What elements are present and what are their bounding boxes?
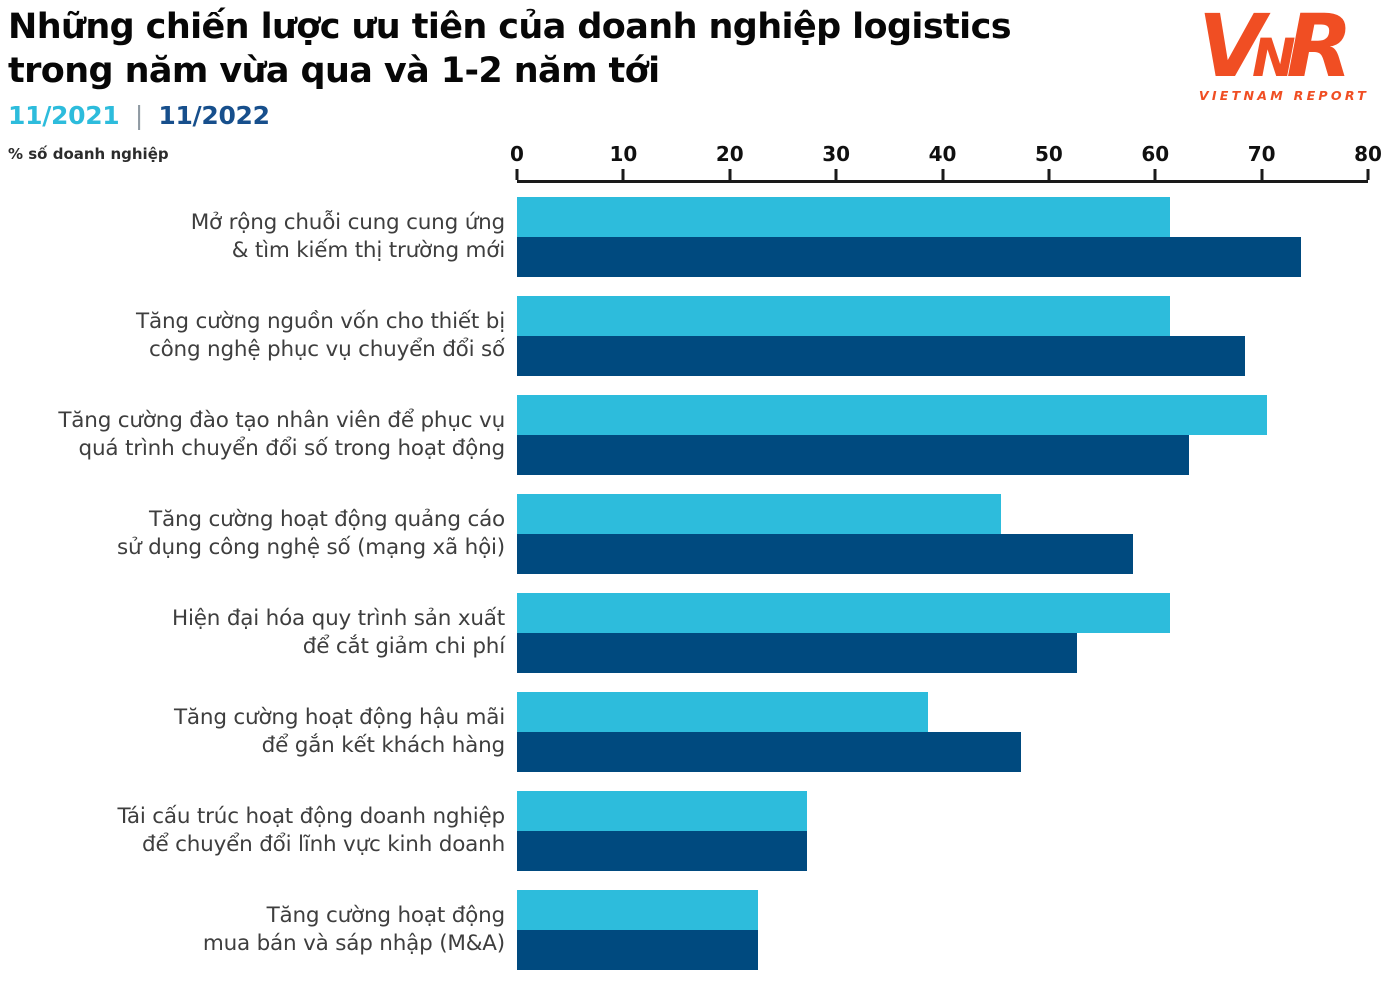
bar-11-2021 xyxy=(517,296,1171,336)
category-label-line: Tăng cường nguồn vốn cho thiết bị xyxy=(136,308,505,334)
bar-11-2021 xyxy=(517,395,1267,435)
bar-11-2022 xyxy=(517,435,1190,475)
legend-separator: | xyxy=(134,100,143,130)
bar-group xyxy=(517,692,1368,772)
x-axis-tick-label: 20 xyxy=(715,142,744,166)
chart-row: Tăng cường hoạt động quảng cáo sử dụng cô… xyxy=(0,494,1390,574)
bar-11-2022 xyxy=(517,831,808,871)
x-axis-tick: 10 xyxy=(609,142,637,180)
category-label-line: Tăng cường hoạt động xyxy=(266,902,506,928)
category-label-line: Tăng cường hoạt động hậu mãi xyxy=(173,704,505,730)
bar-11-2021 xyxy=(517,890,759,930)
x-axis-tick: 70 xyxy=(1248,142,1276,180)
vnr-logo-graphic: V N R VIETNAM REPORT xyxy=(1198,0,1369,103)
bar-group xyxy=(517,197,1368,277)
x-axis-tick-label: 80 xyxy=(1354,142,1382,166)
chart-title: Những chiến lược ưu tiên của doanh nghiệ… xyxy=(8,6,1012,94)
bar-group xyxy=(517,296,1368,376)
legend-series-2022: 11/2022 xyxy=(158,100,270,130)
vnr-wordmark: VIETNAM REPORT xyxy=(1199,88,1369,103)
category-label: Tăng cường đào tạo nhân viên để phục vụ q… xyxy=(0,407,505,464)
chart-row: Tăng cường hoạt động mua bán và sáp nhập … xyxy=(0,890,1390,970)
category-label-line: Tăng cường đào tạo nhân viên để phục vụ xyxy=(58,407,505,433)
bar-group xyxy=(517,494,1368,574)
x-axis: 0 10 20 30 40 50 60 70 80 xyxy=(510,142,1382,183)
chart-row: Mở rộng chuỗi cung cung ứng & tìm kiếm th… xyxy=(0,197,1390,277)
category-label-line: quá trình chuyển đổi số trong hoạt động xyxy=(78,436,506,461)
x-axis-tick-label: 40 xyxy=(928,142,957,166)
category-label: Tăng cường hoạt động quảng cáo sử dụng cô… xyxy=(0,506,505,563)
x-axis-tick-label: 10 xyxy=(609,142,638,166)
x-axis-tick: 30 xyxy=(822,142,850,180)
category-label-line: để gắn kết khách hàng xyxy=(261,733,506,758)
category-label-line: để chuyển đổi lĩnh vực kinh doanh xyxy=(142,832,505,857)
bar-11-2022 xyxy=(517,534,1133,574)
legend-series-2021: 11/2021 xyxy=(8,100,120,130)
chart-rows: Mở rộng chuỗi cung cung ứng & tìm kiếm th… xyxy=(0,197,1390,983)
bar-group xyxy=(517,395,1368,475)
chart-row: Tái cấu trúc hoạt động doanh nghiệp để ch… xyxy=(0,791,1390,871)
x-axis-tick-label: 70 xyxy=(1247,142,1276,166)
x-axis-tick: 0 xyxy=(510,142,524,180)
category-label-line: & tìm kiếm thị trường mới xyxy=(231,238,506,263)
bar-11-2021 xyxy=(517,197,1171,237)
category-label-line: sử dụng công nghệ số (mạng xã hội) xyxy=(117,535,505,560)
category-label: Tăng cường nguồn vốn cho thiết bị công ng… xyxy=(0,308,505,365)
x-axis-tick: 20 xyxy=(716,142,744,180)
axis-unit-label: % số doanh nghiệp xyxy=(8,144,169,163)
x-axis-tick-label: 30 xyxy=(822,142,851,166)
category-label: Mở rộng chuỗi cung cung ứng & tìm kiếm th… xyxy=(0,209,505,266)
bar-11-2021 xyxy=(517,494,1001,534)
bar-11-2022 xyxy=(517,237,1301,277)
bar-group xyxy=(517,890,1368,970)
bar-11-2022 xyxy=(517,336,1245,376)
title-line-2: trong năm vừa qua và 1-2 năm tới xyxy=(8,50,660,91)
x-axis-tick: 60 xyxy=(1141,142,1169,180)
bar-11-2021 xyxy=(517,593,1171,633)
bar-11-2022 xyxy=(517,930,759,970)
chart-row: Tăng cường nguồn vốn cho thiết bị công ng… xyxy=(0,296,1390,376)
category-label: Tăng cường hoạt động hậu mãi để gắn kết k… xyxy=(0,704,505,761)
bar-11-2022 xyxy=(517,633,1077,673)
chart-row: Hiện đại hóa quy trình sản xuất để cắt gi… xyxy=(0,593,1390,673)
category-label-line: Mở rộng chuỗi cung cung ứng xyxy=(190,209,505,235)
bar-group xyxy=(517,593,1368,673)
x-axis-tick: 40 xyxy=(929,142,956,180)
x-axis-tick-label: 0 xyxy=(510,142,524,166)
category-label: Hiện đại hóa quy trình sản xuất để cắt gi… xyxy=(0,605,505,662)
bar-11-2021 xyxy=(517,692,928,732)
x-axis-tick: 80 xyxy=(1354,142,1382,180)
legend: 11/2021 | 11/2022 xyxy=(8,101,1011,130)
category-label-line: công nghệ phục vụ chuyển đổi số xyxy=(148,337,505,362)
x-axis-tick-label: 60 xyxy=(1141,142,1170,166)
bar-11-2022 xyxy=(517,732,1022,772)
title-line-1: Những chiến lược ưu tiên của doanh nghiệ… xyxy=(8,7,1012,47)
category-label-line: Tái cấu trúc hoạt động doanh nghiệp xyxy=(117,803,505,829)
header: Những chiến lược ưu tiên của doanh nghiệ… xyxy=(8,6,1012,163)
bar-group xyxy=(517,791,1368,871)
vnr-monogram: V N R xyxy=(1198,2,1353,97)
category-label: Tái cấu trúc hoạt động doanh nghiệp để ch… xyxy=(0,803,505,860)
category-label-line: Tăng cường hoạt động quảng cáo xyxy=(149,506,505,532)
bar-11-2021 xyxy=(517,791,808,831)
category-label-line: mua bán và sáp nhập (M&A) xyxy=(202,931,505,956)
chart-row: Tăng cường đào tạo nhân viên để phục vụ q… xyxy=(0,395,1390,475)
x-axis-tick-label: 50 xyxy=(1034,142,1063,166)
chart-row: Tăng cường hoạt động hậu mãi để gắn kết k… xyxy=(0,692,1390,772)
category-label-line: Hiện đại hóa quy trình sản xuất xyxy=(171,605,505,631)
category-label: Tăng cường hoạt động mua bán và sáp nhập … xyxy=(0,902,505,959)
category-label-line: để cắt giảm chi phí xyxy=(302,634,505,659)
x-axis-tick: 50 xyxy=(1035,142,1063,180)
vnr-logo: V N R VIETNAM REPORT xyxy=(1198,0,1378,112)
